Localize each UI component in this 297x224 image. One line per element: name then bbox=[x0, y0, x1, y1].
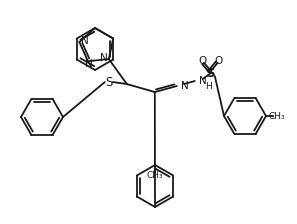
Text: N: N bbox=[100, 53, 108, 63]
Text: N: N bbox=[181, 81, 189, 91]
Text: O: O bbox=[215, 56, 223, 66]
Text: O: O bbox=[199, 56, 207, 66]
Text: N: N bbox=[85, 59, 93, 69]
Text: S: S bbox=[206, 67, 216, 80]
Text: N: N bbox=[199, 76, 207, 86]
Text: S: S bbox=[105, 75, 113, 88]
Text: CH₃: CH₃ bbox=[147, 170, 163, 179]
Text: H: H bbox=[205, 82, 211, 90]
Text: N: N bbox=[80, 36, 88, 46]
Text: CH₃: CH₃ bbox=[269, 112, 285, 121]
